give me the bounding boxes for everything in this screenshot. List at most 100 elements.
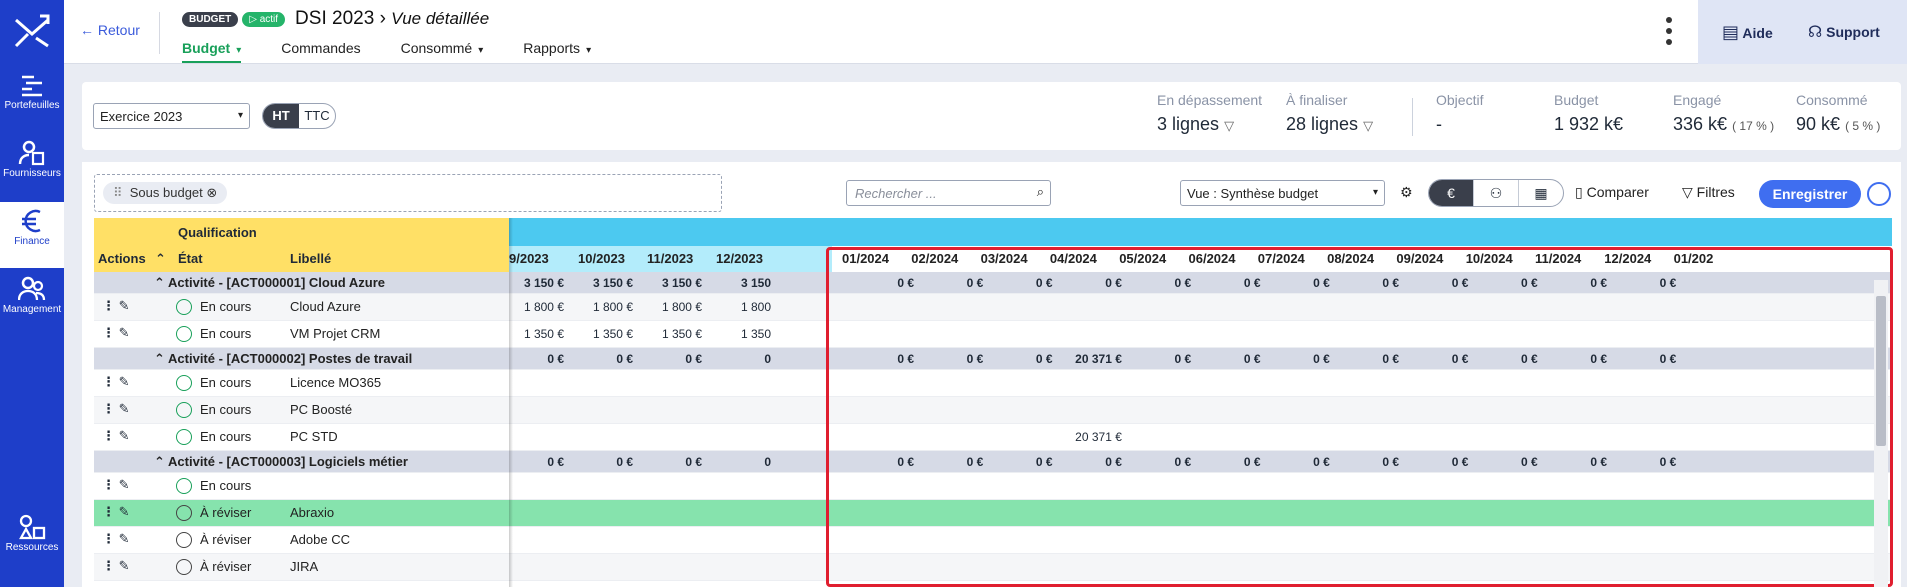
vertical-scrollbar[interactable] xyxy=(1874,280,1888,587)
settings-button[interactable]: ⚙ xyxy=(1400,184,1413,201)
help-button[interactable]: ▤ Aide xyxy=(1722,22,1773,42)
tab-rapports[interactable]: Rapports ▾ xyxy=(523,40,592,56)
ht-option[interactable]: HT xyxy=(263,104,299,128)
table-row[interactable]: ⋮ ✎ En cours PC Boosté xyxy=(94,397,1892,424)
table-row[interactable]: ⋮ ✎ En cours Cloud Azure 1 800 € 1 800 € 1 80… xyxy=(94,294,1892,321)
edit-icon[interactable]: ✎ xyxy=(118,477,130,492)
amount-cell: 0 € xyxy=(897,276,914,290)
col-label[interactable]: Libellé xyxy=(290,251,332,266)
back-link[interactable]: ← Retour xyxy=(80,22,140,38)
edit-icon[interactable]: ✎ xyxy=(118,504,130,519)
table-row[interactable]: ⋮ ✎ En cours xyxy=(94,473,1892,500)
amount-cell: 0 € xyxy=(1659,276,1677,290)
save-button[interactable]: Enregistrer xyxy=(1759,180,1861,208)
more-vertical-icon[interactable]: ⋮ xyxy=(102,374,115,389)
more-vertical-icon[interactable]: ⋮ xyxy=(102,477,115,492)
row-actions[interactable]: ⋮ ✎ xyxy=(102,477,138,495)
support-button[interactable]: ☊ Support xyxy=(1808,24,1880,41)
ttc-option[interactable]: TTC xyxy=(304,108,330,123)
search-input[interactable]: Rechercher ... ⌕ xyxy=(846,180,1051,206)
more-vertical-icon[interactable]: ⋮ xyxy=(102,504,115,519)
star-status-icon xyxy=(176,559,192,575)
filters-button[interactable]: ▽ Filtres xyxy=(1682,184,1735,200)
collapse-icon[interactable]: ⌃ Activité - [ACT000002] Postes de trava… xyxy=(154,351,413,366)
row-actions[interactable]: ⋮ ✎ xyxy=(102,401,138,419)
exercise-select[interactable]: Exercice 2023 ▾ xyxy=(93,103,250,129)
tab-budget[interactable]: Budget ▾ xyxy=(182,38,242,63)
search-icon: ⌕ xyxy=(1036,184,1044,199)
edit-icon[interactable]: ✎ xyxy=(118,401,130,416)
group-row[interactable]: ⌃ Activité - [ACT000003] Logiciels métie… xyxy=(94,451,1892,473)
edit-icon[interactable]: ✎ xyxy=(118,325,130,340)
tab-consomme[interactable]: Consommé ▾ xyxy=(400,40,484,56)
more-vertical-icon[interactable] xyxy=(1665,16,1673,46)
table-row[interactable]: ⋮ ✎ À réviser JIRA xyxy=(94,554,1892,581)
more-vertical-icon[interactable]: ⋮ xyxy=(102,531,115,546)
building-mode-button[interactable]: ▦ xyxy=(1518,180,1563,206)
sidebar-item-management[interactable]: Management xyxy=(0,270,64,336)
amount-cell: 1 800 € xyxy=(523,300,564,314)
edit-icon[interactable]: ✎ xyxy=(118,428,130,443)
row-actions[interactable]: ⋮ ✎ xyxy=(102,428,138,446)
tab-commandes[interactable]: Commandes xyxy=(281,40,361,56)
table-row[interactable]: ⋮ ✎ En cours PC STD 20 371 € xyxy=(94,424,1892,451)
edit-icon[interactable]: ✎ xyxy=(118,298,130,313)
col-actions[interactable]: Actions xyxy=(98,251,146,266)
euro-mode-button[interactable]: € xyxy=(1429,180,1473,206)
more-vertical-icon[interactable]: ⋮ xyxy=(102,558,115,573)
group-row[interactable]: ⌃ Activité - [ACT000002] Postes de trava… xyxy=(94,348,1892,370)
view-select[interactable]: Vue : Synthèse budget ▾ xyxy=(1180,180,1385,206)
amount-cell: 0 xyxy=(764,352,771,366)
kpi-depassement[interactable]: En dépassement 3 lignes ▽ xyxy=(1157,92,1263,134)
row-actions[interactable]: ⋮ ✎ xyxy=(102,374,138,392)
sidebar-item-label: Portefeuilles xyxy=(4,100,60,111)
edit-icon[interactable]: ✎ xyxy=(118,558,130,573)
more-vertical-icon[interactable]: ⋮ xyxy=(102,428,115,443)
table-row[interactable]: ⋮ ✎ En cours Licence MO365 xyxy=(94,370,1892,397)
sidebar-item-ressources[interactable]: Ressources xyxy=(0,508,64,574)
divider xyxy=(1412,98,1413,136)
more-vertical-icon[interactable]: ⋮ xyxy=(102,401,115,416)
kpi-budget: Budget 1 932 k€ xyxy=(1554,92,1624,134)
table-row[interactable]: ⋮ ✎ En cours VM Projet CRM 1 350 € 1 350 € 1 … xyxy=(94,321,1892,348)
row-actions[interactable]: ⋮ ✎ xyxy=(102,558,138,576)
amount-cell: 0 € xyxy=(966,455,984,469)
group-row[interactable]: ⌃ Activité - [ACT000001] Cloud Azure 3 15… xyxy=(94,272,1892,294)
refresh-icon[interactable] xyxy=(1867,182,1891,206)
table-row[interactable]: ⋮ ✎ À réviser Abraxio xyxy=(94,500,1892,527)
sidebar-item-finance[interactable]: Finance xyxy=(0,202,64,268)
group-dropzone[interactable]: ⠿ Sous budget ⊗ xyxy=(94,174,722,212)
row-actions[interactable]: ⋮ ✎ xyxy=(102,298,138,316)
app-logo[interactable] xyxy=(12,12,52,52)
label-cell: Licence MO365 xyxy=(290,375,382,390)
row-actions[interactable]: ⋮ ✎ xyxy=(102,531,138,549)
edit-icon[interactable]: ✎ xyxy=(118,531,130,546)
top-header: ← Retour BUDGET ▷ actif DSI 2023 › Vue d… xyxy=(64,0,1907,64)
col-state[interactable]: État xyxy=(178,251,203,266)
sidebar-item-fournisseurs[interactable]: Fournisseurs xyxy=(0,134,64,200)
amount-cell: 0 € xyxy=(1313,276,1330,290)
row-actions[interactable]: ⋮ ✎ xyxy=(102,504,138,522)
collapse-icon[interactable]: ⌃ Activité - [ACT000003] Logiciels métie… xyxy=(154,454,408,469)
amount-cell: 20 371 € xyxy=(1075,430,1122,444)
amount-cell: 0 € xyxy=(1521,455,1538,469)
month-header: 10/2023 xyxy=(578,251,625,266)
more-vertical-icon[interactable]: ⋮ xyxy=(102,298,115,313)
group-chip[interactable]: ⠿ Sous budget ⊗ xyxy=(103,182,228,204)
tab-bar: Budget ▾ Commandes Consommé ▾ Rapports ▾ xyxy=(182,38,631,63)
more-vertical-icon[interactable]: ⋮ xyxy=(102,325,115,340)
kpi-a-finaliser[interactable]: À finaliser 28 lignes ▽ xyxy=(1286,92,1374,134)
month-header: 12/2024 xyxy=(1604,251,1652,266)
amount-cell: 0 € xyxy=(1590,455,1607,469)
table-row[interactable]: ⋮ ✎ À réviser Adobe CC xyxy=(94,527,1892,554)
collapse-all-icon[interactable]: ⌃ xyxy=(155,251,166,266)
people-mode-button[interactable]: ⚇ xyxy=(1473,180,1518,206)
scrollbar-thumb[interactable] xyxy=(1876,296,1886,446)
amount-cell: 1 800 xyxy=(740,300,771,314)
amount-cell: 3 150 € xyxy=(523,276,564,290)
compare-button[interactable]: ▯ Comparer xyxy=(1575,184,1649,200)
collapse-icon[interactable]: ⌃ Activité - [ACT000001] Cloud Azure xyxy=(154,275,385,290)
row-actions[interactable]: ⋮ ✎ xyxy=(102,325,138,343)
edit-icon[interactable]: ✎ xyxy=(118,374,130,389)
sidebar-item-portefeuilles[interactable]: Portefeuilles xyxy=(0,66,64,132)
